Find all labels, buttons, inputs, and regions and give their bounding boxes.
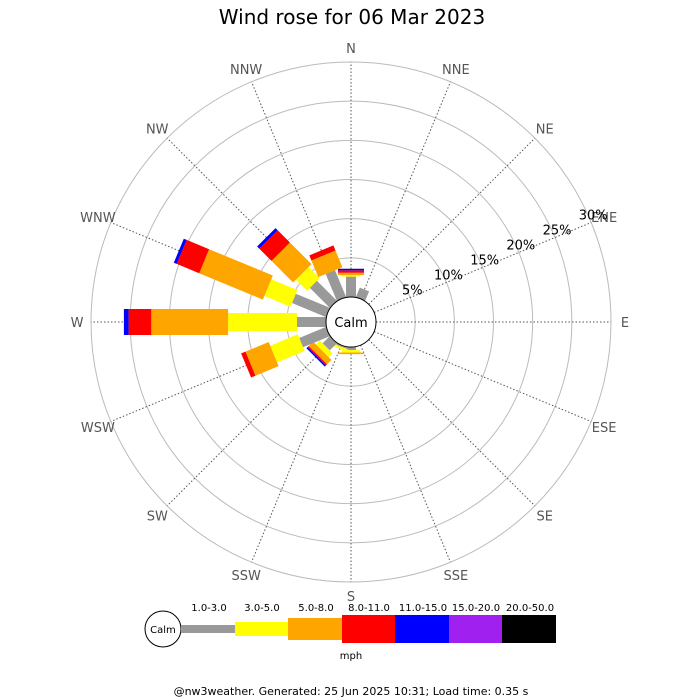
bar-nnw-1.0-3.0 (325, 270, 347, 301)
calm-label: Calm (334, 316, 367, 331)
bar-nw-11.0-15.0 (257, 228, 278, 249)
direction-label-ese: ESE (592, 421, 617, 436)
direction-label-sse: SSE (443, 569, 468, 584)
bar-nnw-8.0-11.0 (309, 245, 336, 261)
calm-circle (325, 296, 377, 348)
legend-label-20.0-50.0: 20.0-50.0 (506, 603, 554, 614)
legend-label-8.0-11.0: 8.0-11.0 (348, 603, 390, 614)
spoke-ese (373, 331, 592, 422)
bar-ssw-3.0-5.0 (331, 343, 350, 353)
percent-label-10: 10% (434, 268, 463, 283)
direction-label-nnw: NNW (230, 63, 262, 78)
spoke-sse (360, 344, 451, 563)
legend-swatch-8.0-11.0 (342, 615, 395, 643)
legend-label-3.0-5.0: 3.0-5.0 (244, 603, 279, 614)
bar-wsw-1.0-3.0 (299, 326, 330, 348)
bar-nnw-5.0-8.0 (311, 250, 343, 278)
percent-label-30: 30% (579, 209, 608, 224)
bar-wsw-5.0-8.0 (245, 342, 279, 376)
direction-label-e: E (621, 316, 629, 331)
bar-w-5.0-8.0 (151, 309, 229, 335)
direction-label-n: N (346, 42, 356, 57)
bar-wnw-8.0-11.0 (176, 239, 210, 274)
bar-w-1.0-3.0 (297, 317, 326, 327)
spoke-se (368, 339, 536, 507)
legend-swatch-1.0-3.0 (181, 625, 235, 633)
direction-label-w: W (71, 316, 84, 331)
legend-swatch-5.0-8.0 (288, 618, 342, 640)
bar-sw-8.0-11.0 (307, 346, 327, 366)
bar-sw-5.0-8.0 (308, 341, 332, 365)
direction-label-wnw: WNW (80, 211, 116, 226)
bar-ssw-1.0-3.0 (336, 343, 347, 349)
spoke-ssw (251, 344, 342, 563)
chart-title: Wind rose for 06 Mar 2023 (219, 5, 485, 29)
percent-label-15: 15% (470, 253, 499, 268)
legend-swatch-3.0-5.0 (235, 622, 288, 636)
direction-label-sw: SW (147, 510, 168, 525)
bar-s-5.0-8.0 (338, 352, 364, 355)
wind-bars (123, 228, 370, 378)
spoke-ne (368, 137, 536, 305)
bar-w-3.0-5.0 (228, 313, 297, 331)
percent-labels: 5% 10% 15% 20% 25% 30% (402, 209, 608, 299)
bar-nw-3.0-5.0 (295, 266, 320, 291)
bar-nw-1.0-3.0 (309, 280, 337, 308)
bar-n-5.0-8.0 (338, 272, 364, 276)
bar-nw-8.0-11.0 (259, 230, 290, 261)
direction-label-wsw: WSW (81, 421, 115, 436)
bar-n-8.0-11.0 (338, 270, 364, 273)
legend-calm-label: Calm (150, 625, 176, 636)
spoke-sw (166, 339, 334, 507)
bar-n-3.0-5.0 (342, 275, 360, 277)
legend-swatch-20.0-50.0 (502, 615, 556, 643)
direction-label-s: S (347, 590, 355, 605)
bar-sw-11.0-15.0 (306, 347, 326, 367)
bar-wnw-11.0-15.0 (173, 238, 187, 264)
bar-wnw-3.0-5.0 (264, 279, 298, 307)
direction-label-ene: ENE (591, 211, 617, 226)
legend-units: mph (340, 651, 362, 662)
bar-s-1.0-3.0 (346, 347, 356, 351)
legend-label-1.0-3.0: 1.0-3.0 (191, 603, 226, 614)
bar-n-11.0-15.0 (338, 268, 364, 271)
legend-swatch-11.0-15.0 (395, 615, 449, 643)
speed-legend: Calm 1.0-3.0 3.0-5.0 5.0-8.0 8.0-11.0 11.0-15… (144, 603, 556, 662)
legend-label-11.0-15.0: 11.0-15.0 (399, 603, 447, 614)
direction-label-se: SE (537, 510, 553, 525)
bar-w-8.0-11.0 (128, 309, 152, 335)
direction-labels: N NNE NE ENE E ESE SE SSE S SSW SW WSW W WNW NW NNW (71, 42, 630, 605)
bar-wsw-8.0-11.0 (241, 351, 256, 378)
direction-label-nne: NNE (442, 63, 470, 78)
direction-label-ssw: SSW (231, 569, 261, 584)
percent-label-20: 20% (506, 238, 535, 253)
legend-label-5.0-8.0: 5.0-8.0 (298, 603, 333, 614)
bar-nne-1.0-3.0 (355, 287, 370, 301)
footer-text: @nw3weather. Generated: 25 Jun 2025 10:3… (174, 685, 529, 698)
bar-nw-5.0-8.0 (271, 242, 312, 283)
bar-w-11.0-15.0 (123, 309, 129, 335)
percent-label-25: 25% (543, 223, 572, 238)
bar-wnw-1.0-3.0 (292, 293, 330, 318)
bar-sw-3.0-5.0 (315, 340, 333, 358)
legend-swatch-15.0-20.0 (449, 615, 502, 643)
spoke-nne (360, 81, 451, 300)
direction-label-nw: NW (146, 122, 169, 137)
percent-label-5: 5% (402, 283, 423, 298)
direction-label-ne: NE (536, 122, 554, 137)
bar-n-1.0-3.0 (346, 276, 356, 297)
bar-wsw-3.0-5.0 (270, 334, 305, 363)
bar-wnw-5.0-8.0 (199, 249, 273, 300)
spoke-ene (373, 222, 592, 313)
legend-label-15.0-20.0: 15.0-20.0 (452, 603, 500, 614)
